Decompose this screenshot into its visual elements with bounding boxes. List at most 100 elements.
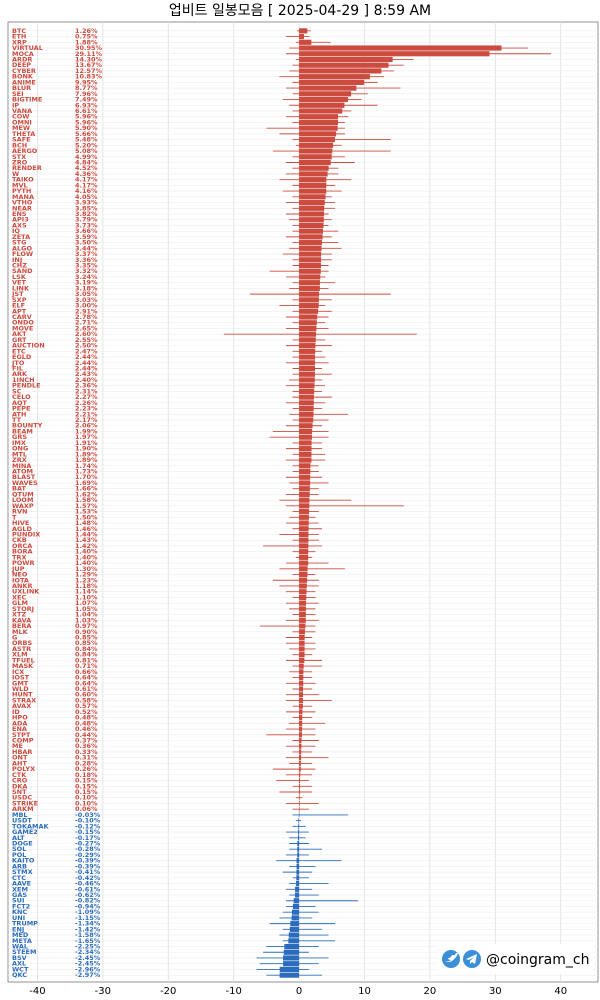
value-label: 3.66%: [75, 227, 98, 235]
row-label: PENDLE: [12, 382, 41, 390]
value-label: 5.66%: [75, 130, 98, 138]
row-label: ZRX: [12, 456, 27, 464]
value-label: 1.04%: [75, 611, 98, 619]
value-label: -2.34%: [75, 948, 101, 956]
row-label: ANIME: [12, 78, 36, 86]
row-label: FCT2: [12, 902, 30, 910]
value-label: 1.18%: [75, 582, 98, 590]
value-label: 0.31%: [75, 754, 98, 762]
bar: [299, 715, 303, 721]
value-label: 1.42%: [75, 542, 98, 550]
value-label: 2.43%: [75, 370, 98, 378]
bar: [299, 125, 338, 131]
row-label: UXLINK: [12, 588, 40, 596]
row-label: AGLD: [12, 525, 33, 533]
bar: [299, 537, 309, 543]
bar: [299, 159, 331, 166]
bar: [299, 646, 305, 652]
bar: [296, 858, 300, 864]
bar: [299, 365, 316, 372]
value-label: -0.42%: [75, 874, 101, 882]
value-label: 4.36%: [75, 170, 98, 178]
value-label: 4.84%: [75, 158, 98, 166]
row-label: ID: [12, 708, 20, 716]
bar: [299, 571, 308, 578]
row-label: ASTR: [12, 645, 31, 653]
value-label: -2.45%: [75, 960, 101, 968]
bar: [299, 297, 319, 303]
bar: [299, 199, 325, 206]
bar: [299, 491, 310, 497]
bar: [291, 915, 300, 921]
row-label: WAXP: [12, 502, 34, 510]
value-label: -0.94%: [75, 902, 101, 910]
value-label: -0.61%: [75, 885, 101, 893]
value-label: -0.39%: [75, 857, 101, 865]
value-label: 0.15%: [75, 782, 98, 790]
bar: [299, 137, 335, 143]
bar: [291, 909, 300, 915]
watermark: @coingram_ch: [486, 952, 589, 968]
value-label: -0.39%: [75, 862, 101, 870]
bar: [299, 240, 322, 246]
value-label: 0.36%: [75, 742, 98, 750]
bar: [299, 251, 322, 257]
bar: [296, 875, 300, 881]
row-label: HPO: [12, 714, 28, 722]
row-label: PUNDIX: [12, 530, 40, 538]
bar: [299, 205, 325, 211]
value-label: 0.52%: [75, 708, 98, 716]
bar: [299, 737, 302, 744]
value-label: 3.05%: [75, 290, 98, 298]
row-label: BEAM: [12, 427, 33, 435]
bar: [299, 131, 337, 137]
value-label: -2.25%: [75, 943, 101, 951]
bar: [299, 663, 304, 669]
row-label: G: [12, 633, 17, 641]
value-label: 0.75%: [75, 33, 98, 41]
value-label: 0.06%: [75, 805, 98, 813]
value-label: 3.03%: [75, 296, 98, 304]
row-label: ME: [12, 742, 23, 750]
bar: [299, 692, 303, 698]
bar: [299, 400, 314, 406]
row-label: MVL: [12, 181, 28, 189]
bar: [299, 428, 313, 435]
row-label: BOUNTY: [12, 422, 43, 430]
bar: [299, 383, 315, 389]
bar: [295, 886, 300, 892]
value-label: 4.17%: [75, 176, 98, 184]
bar: [299, 766, 301, 772]
row-label: TOKAMAK: [12, 822, 50, 830]
value-label: 2.91%: [75, 307, 98, 315]
bar: [299, 51, 490, 57]
row-label: BIGTIME: [12, 96, 42, 104]
bar: [299, 148, 333, 154]
row-label: ONT: [12, 754, 28, 762]
bar: [299, 377, 315, 383]
row-label: AHT: [12, 759, 27, 767]
row-label: HBAR: [12, 748, 32, 756]
bar: [299, 560, 309, 566]
row-label: CKB: [12, 536, 27, 544]
bar: [299, 549, 309, 555]
row-label: MOCA: [12, 50, 34, 58]
value-label: 4.17%: [75, 181, 98, 189]
row-label: BCH: [12, 141, 27, 149]
bar: [299, 217, 324, 223]
bar: [299, 354, 316, 360]
bar: [288, 932, 300, 938]
bar: [297, 840, 300, 847]
value-label: 0.84%: [75, 645, 98, 653]
row-label: XLM: [12, 651, 28, 659]
row-label: GLM: [12, 599, 28, 607]
bar: [297, 835, 300, 841]
row-label: ENA: [12, 725, 27, 733]
x-tick-label: 20: [424, 986, 437, 997]
bar: [297, 852, 300, 858]
bar: [299, 726, 303, 732]
value-label: 2.17%: [75, 416, 98, 424]
bar: [299, 62, 389, 68]
value-label: -0.03%: [75, 811, 101, 819]
